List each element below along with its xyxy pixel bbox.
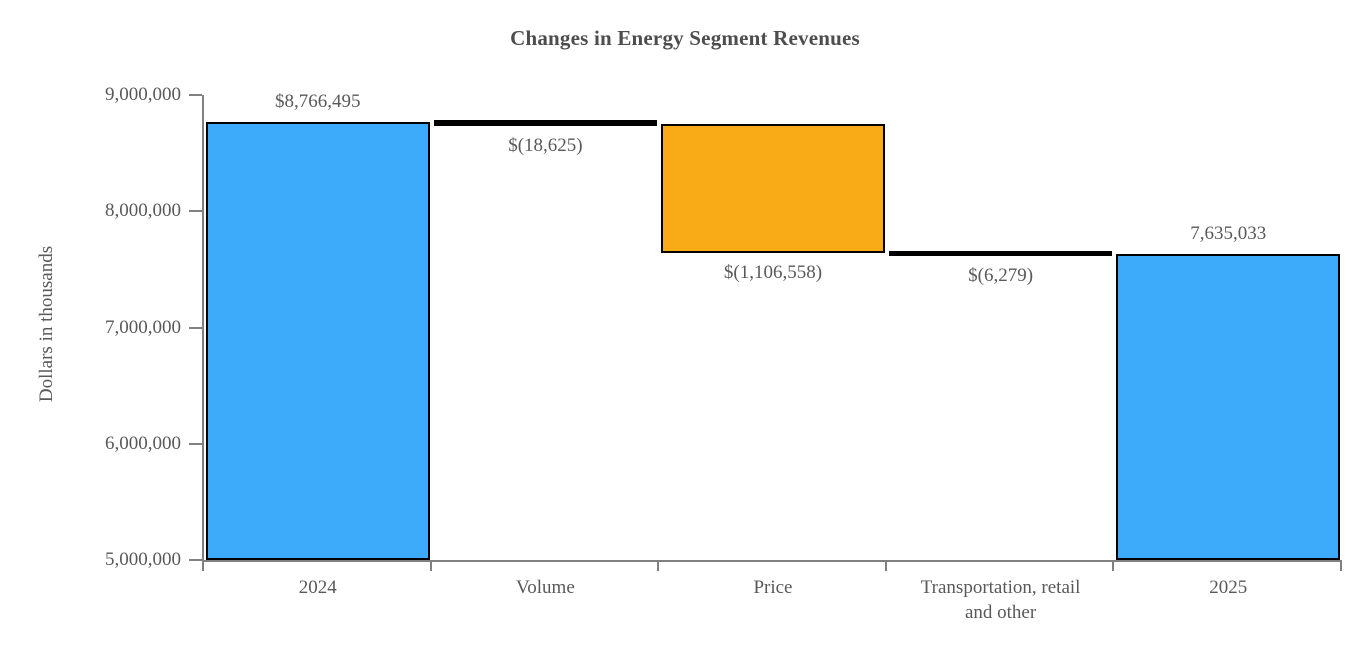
y-axis-line xyxy=(202,95,204,562)
y-tick-mark xyxy=(189,94,202,96)
y-tick-label: 8,000,000 xyxy=(105,200,181,222)
y-tick-label: 9,000,000 xyxy=(105,84,181,105)
y-tick-mark xyxy=(189,559,202,561)
x-axis-category-label-volume: Volume xyxy=(516,577,575,598)
bar-value-label-2025: 7,635,033 xyxy=(1190,222,1267,244)
bar-value-label-price: $(1,106,558) xyxy=(723,261,823,283)
y-tick-mark xyxy=(189,326,202,329)
bar-volume xyxy=(433,120,658,127)
x-tick-mark xyxy=(1112,562,1115,571)
y-tick-label: 7,000,000 xyxy=(105,316,181,338)
x-tick-mark xyxy=(1340,562,1342,571)
y-tick-label: 5,000,000 xyxy=(105,549,181,570)
x-tick-mark xyxy=(429,562,432,571)
bar-2024 xyxy=(206,122,430,560)
x-tick-mark xyxy=(884,562,887,571)
x-axis-line xyxy=(202,560,1342,562)
bar-2025 xyxy=(1116,253,1340,560)
chart-title: Changes in Energy Segment Revenues xyxy=(510,26,860,50)
x-axis-category-label-transportation-retail-and-other: Transportation, retail and other xyxy=(920,577,1081,623)
y-tick-mark xyxy=(189,442,202,445)
bar-price xyxy=(661,124,885,253)
y-tick-mark xyxy=(189,210,202,213)
x-tick-mark xyxy=(657,562,660,571)
x-axis-category-label-price: Price xyxy=(753,577,793,598)
bar-value-label-transportation-retail-and-other: $(6,279) xyxy=(968,264,1034,286)
x-axis-category-label-2024: 2024 xyxy=(298,577,337,598)
y-tick-label: 6,000,000 xyxy=(105,432,181,454)
bar-transportation-retail-and-other xyxy=(888,250,1113,256)
bar-value-label-2024: $8,766,495 xyxy=(275,91,361,113)
x-axis-category-label-2025: 2025 xyxy=(1209,577,1248,598)
x-tick-mark xyxy=(202,562,204,571)
bar-value-label-volume: $(18,625) xyxy=(508,135,583,157)
